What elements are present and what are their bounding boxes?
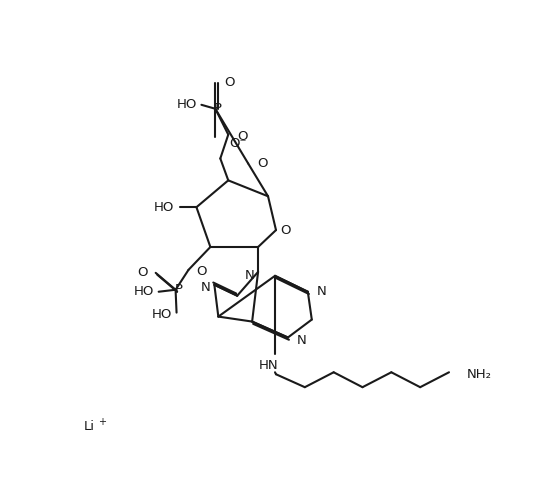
Text: HN: HN <box>259 359 279 372</box>
Text: HO: HO <box>153 201 174 214</box>
Text: O: O <box>138 267 148 279</box>
Text: O: O <box>257 157 268 170</box>
Text: N: N <box>244 270 254 282</box>
Text: HO: HO <box>151 308 172 321</box>
Text: +: + <box>98 417 106 427</box>
Text: HO: HO <box>177 98 197 111</box>
Text: HO: HO <box>134 285 154 298</box>
Text: NH₂: NH₂ <box>467 368 492 381</box>
Text: N: N <box>201 281 210 294</box>
Text: O: O <box>196 266 207 278</box>
Text: Li: Li <box>84 420 95 434</box>
Text: O⁻: O⁻ <box>229 137 247 150</box>
Text: P: P <box>213 102 221 115</box>
Text: N: N <box>297 334 307 347</box>
Text: O: O <box>280 223 291 237</box>
Text: O: O <box>224 76 235 89</box>
Text: O: O <box>237 130 248 143</box>
Text: P: P <box>174 283 183 296</box>
Text: N: N <box>317 285 327 298</box>
